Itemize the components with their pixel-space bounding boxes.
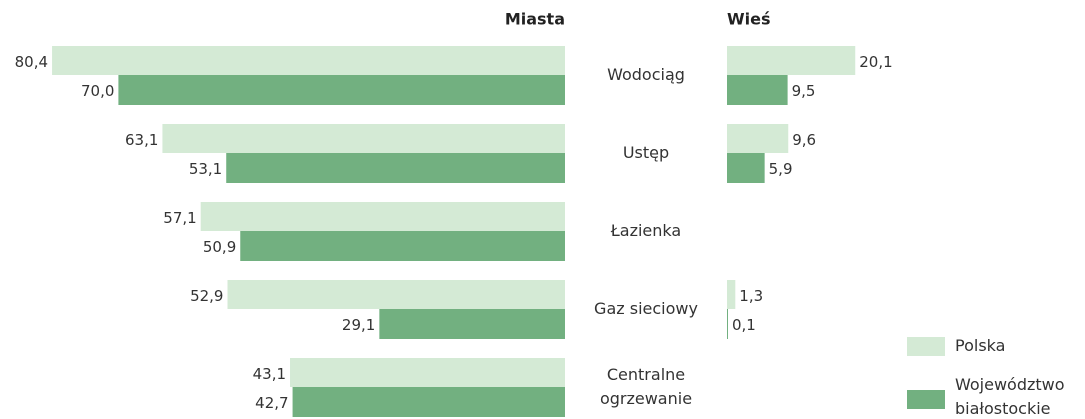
bar <box>118 75 566 105</box>
value-label: 50,9 <box>203 238 236 256</box>
value-label: 9,5 <box>792 82 816 100</box>
category-label: Gaz sieciowy <box>594 299 698 318</box>
value-label: 52,9 <box>190 287 223 305</box>
bar <box>226 153 566 183</box>
category-label: Łazienka <box>610 221 682 240</box>
bar <box>200 202 565 231</box>
bar <box>727 124 789 153</box>
category-label: Ustęp <box>622 143 670 162</box>
legend-label: Województwo białostockie <box>955 375 1065 418</box>
value-label: 43,1 <box>253 365 286 383</box>
bar <box>240 231 565 261</box>
value-label: 57,1 <box>163 209 196 227</box>
legend-swatch <box>907 390 945 409</box>
legend-label: Polska <box>955 336 1006 355</box>
bar <box>52 46 566 75</box>
value-label: 0,1 <box>732 316 756 334</box>
bar <box>290 358 565 387</box>
bar <box>727 46 856 75</box>
legend-swatch <box>907 337 945 356</box>
value-label: 29,1 <box>342 316 375 334</box>
value-label: 20,1 <box>859 53 892 71</box>
bar <box>727 280 736 309</box>
value-label: 42,7 <box>255 394 288 412</box>
value-label: 1,3 <box>739 287 763 305</box>
bar <box>727 75 788 105</box>
bar <box>727 153 765 183</box>
value-label: 70,0 <box>81 82 114 100</box>
value-label: 5,9 <box>769 160 793 178</box>
value-label: 80,4 <box>15 53 48 71</box>
bar <box>227 280 566 309</box>
bar <box>162 124 565 153</box>
value-label: 9,6 <box>792 131 816 149</box>
category-label: Centralne ogrzewanie <box>599 365 693 408</box>
bar <box>292 387 565 417</box>
bar <box>379 309 565 339</box>
panel-title: Wieś <box>727 10 771 29</box>
value-label: 53,1 <box>189 160 222 178</box>
value-label: 63,1 <box>125 131 158 149</box>
panel-title: Miasta <box>505 10 565 29</box>
category-label: Wodociąg <box>607 65 685 84</box>
bar <box>727 309 728 339</box>
